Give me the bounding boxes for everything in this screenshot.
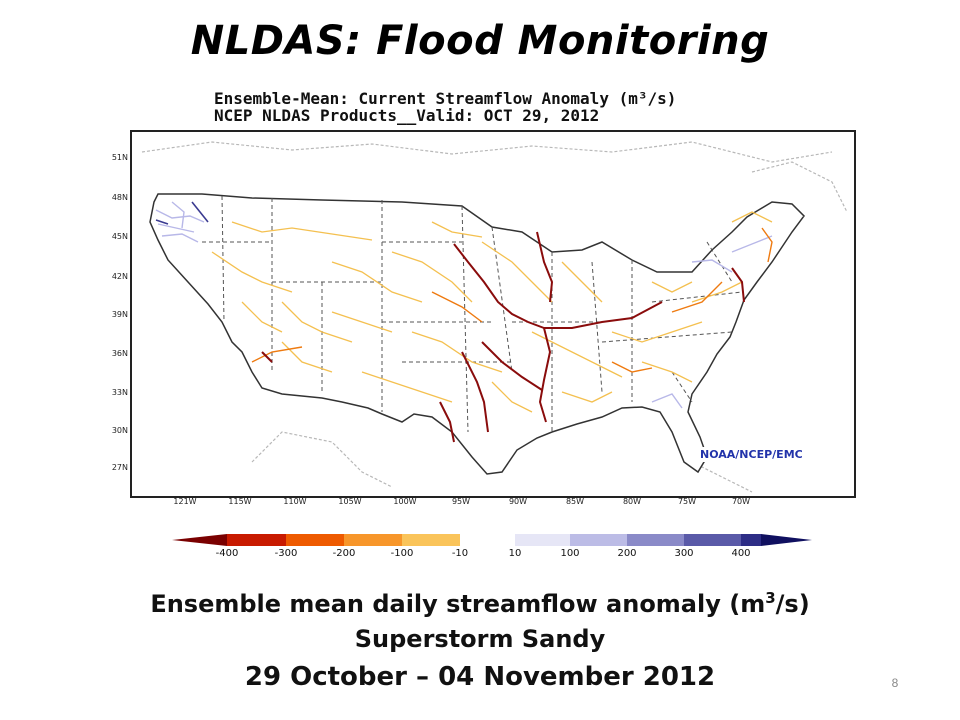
- colorbar-tick: 100: [560, 548, 580, 559]
- lon-label: 80W: [622, 497, 642, 506]
- colorbar-tick: 10: [508, 548, 522, 559]
- lat-label: 27N: [111, 463, 128, 472]
- moderate-negative-rivers: [251, 227, 773, 373]
- lon-label: 95W: [451, 497, 471, 506]
- colorbar: [172, 534, 812, 546]
- strong-positive-rivers: [155, 201, 209, 225]
- lat-label: 51N: [111, 153, 128, 162]
- colorbar-segment-8: [570, 534, 627, 546]
- lon-label: 70W: [731, 497, 751, 506]
- negative-anomaly-rivers: [211, 211, 773, 413]
- colorbar-tick: 400: [731, 548, 751, 559]
- caption-line1: Ensemble mean daily streamflow anomaly (…: [0, 590, 960, 618]
- noaa-credit: NOAA/NCEP/EMC: [698, 447, 805, 462]
- strong-negative-rivers: [261, 231, 745, 443]
- state-boundaries: [202, 195, 743, 433]
- lon-label: 110W: [283, 497, 307, 506]
- map-header-line2: NCEP NLDAS Products__Valid: OCT 29, 2012: [214, 106, 600, 125]
- colorbar-segment-4: [402, 534, 460, 546]
- lat-label: 39N: [111, 310, 128, 319]
- caption-line1-superscript: 3: [765, 589, 776, 607]
- lat-label: 48N: [111, 193, 128, 202]
- colorbar-tick: -10: [451, 548, 469, 559]
- lat-label: 30N: [111, 426, 128, 435]
- colorbar-segment-1: [227, 534, 286, 546]
- lat-label: 33N: [111, 388, 128, 397]
- page-number: 8: [891, 676, 899, 690]
- colorbar-tick: -100: [390, 548, 414, 559]
- lat-label: 36N: [111, 349, 128, 358]
- map-header: Ensemble-Mean: Current Streamflow Anomal…: [214, 90, 754, 124]
- caption-line3: 29 October – 04 November 2012: [244, 662, 716, 692]
- lat-label: 45N: [111, 232, 128, 241]
- lon-label: 100W: [393, 497, 417, 506]
- map-canvas: [141, 141, 848, 493]
- us-outline: [149, 193, 805, 475]
- lon-label: 105W: [338, 497, 362, 506]
- colorbar-tick: -400: [215, 548, 239, 559]
- map-header-line1: Ensemble-Mean: Current Streamflow Anomal…: [214, 89, 677, 108]
- colorbar-segment-0: [172, 534, 227, 546]
- coastline-outlines: [141, 141, 848, 493]
- lat-label: 42N: [111, 272, 128, 281]
- lon-label: 75W: [677, 497, 697, 506]
- lon-label: 85W: [565, 497, 585, 506]
- lon-label: 121W: [173, 497, 197, 506]
- colorbar-segment-11: [741, 534, 761, 546]
- colorbar-segment-10: [684, 534, 741, 546]
- caption-line1-prefix: Ensemble mean daily streamflow anomaly (…: [150, 590, 766, 618]
- lon-label: 115W: [228, 497, 252, 506]
- streamflow-map: [130, 130, 856, 498]
- colorbar-tick: -200: [332, 548, 356, 559]
- colorbar-segment-9: [627, 534, 684, 546]
- colorbar-segment-6: [460, 534, 515, 546]
- colorbar-tick: 300: [674, 548, 694, 559]
- colorbar-segment-7: [515, 534, 570, 546]
- colorbar-tick: 200: [617, 548, 637, 559]
- caption-line2: Superstorm Sandy: [354, 625, 606, 653]
- colorbar-tick: -300: [274, 548, 298, 559]
- colorbar-segment-12: [761, 534, 812, 546]
- caption-line1-suffix: /s): [775, 590, 810, 618]
- colorbar-segment-3: [344, 534, 402, 546]
- colorbar-segment-2: [286, 534, 344, 546]
- positive-anomaly-rivers: [155, 201, 773, 409]
- slide-title: NLDAS: Flood Monitoring: [190, 18, 770, 64]
- lon-label: 90W: [508, 497, 528, 506]
